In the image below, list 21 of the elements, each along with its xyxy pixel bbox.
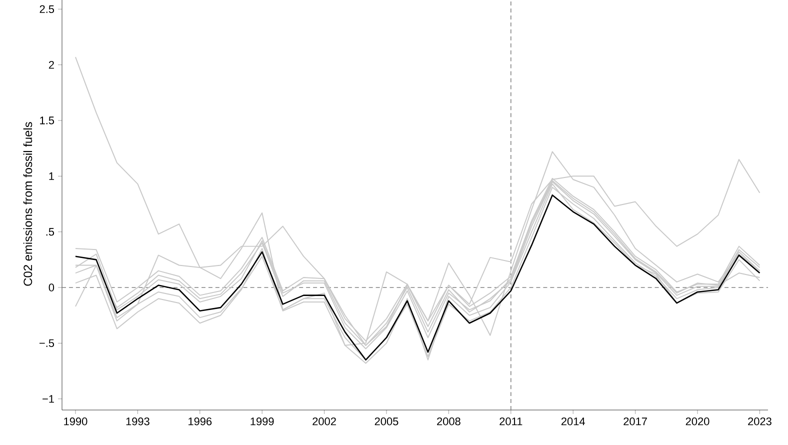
x-tick-label: 1999: [250, 418, 274, 426]
y-tick-label: 0: [48, 284, 54, 292]
x-tick-label: 1990: [64, 418, 88, 426]
x-tick-label: 1993: [126, 418, 150, 426]
x-tick-label: 2023: [748, 418, 772, 426]
y-tick-label: .5: [46, 228, 54, 236]
x-tick-label: 1996: [188, 418, 212, 426]
x-tick-label: 2011: [500, 418, 522, 426]
x-tick-label: 2020: [686, 418, 710, 426]
y-tick-label: −.5: [40, 339, 54, 348]
y-tick-label: 1: [49, 172, 54, 180]
x-tick-label: 2014: [561, 418, 585, 426]
y-tick-label: −1: [42, 395, 54, 403]
x-tick-label: 2002: [312, 418, 336, 426]
y-tick-label: 2.5: [40, 5, 54, 14]
x-tick-label: 2005: [374, 418, 398, 426]
y-tick-label: 2: [48, 60, 54, 69]
y-tick-label: 1.5: [40, 116, 54, 124]
x-tick-label: 2017: [624, 418, 647, 426]
y-axis-title: C02 emissions from fossil fuels: [23, 122, 32, 286]
x-tick-label: 2008: [437, 418, 460, 426]
